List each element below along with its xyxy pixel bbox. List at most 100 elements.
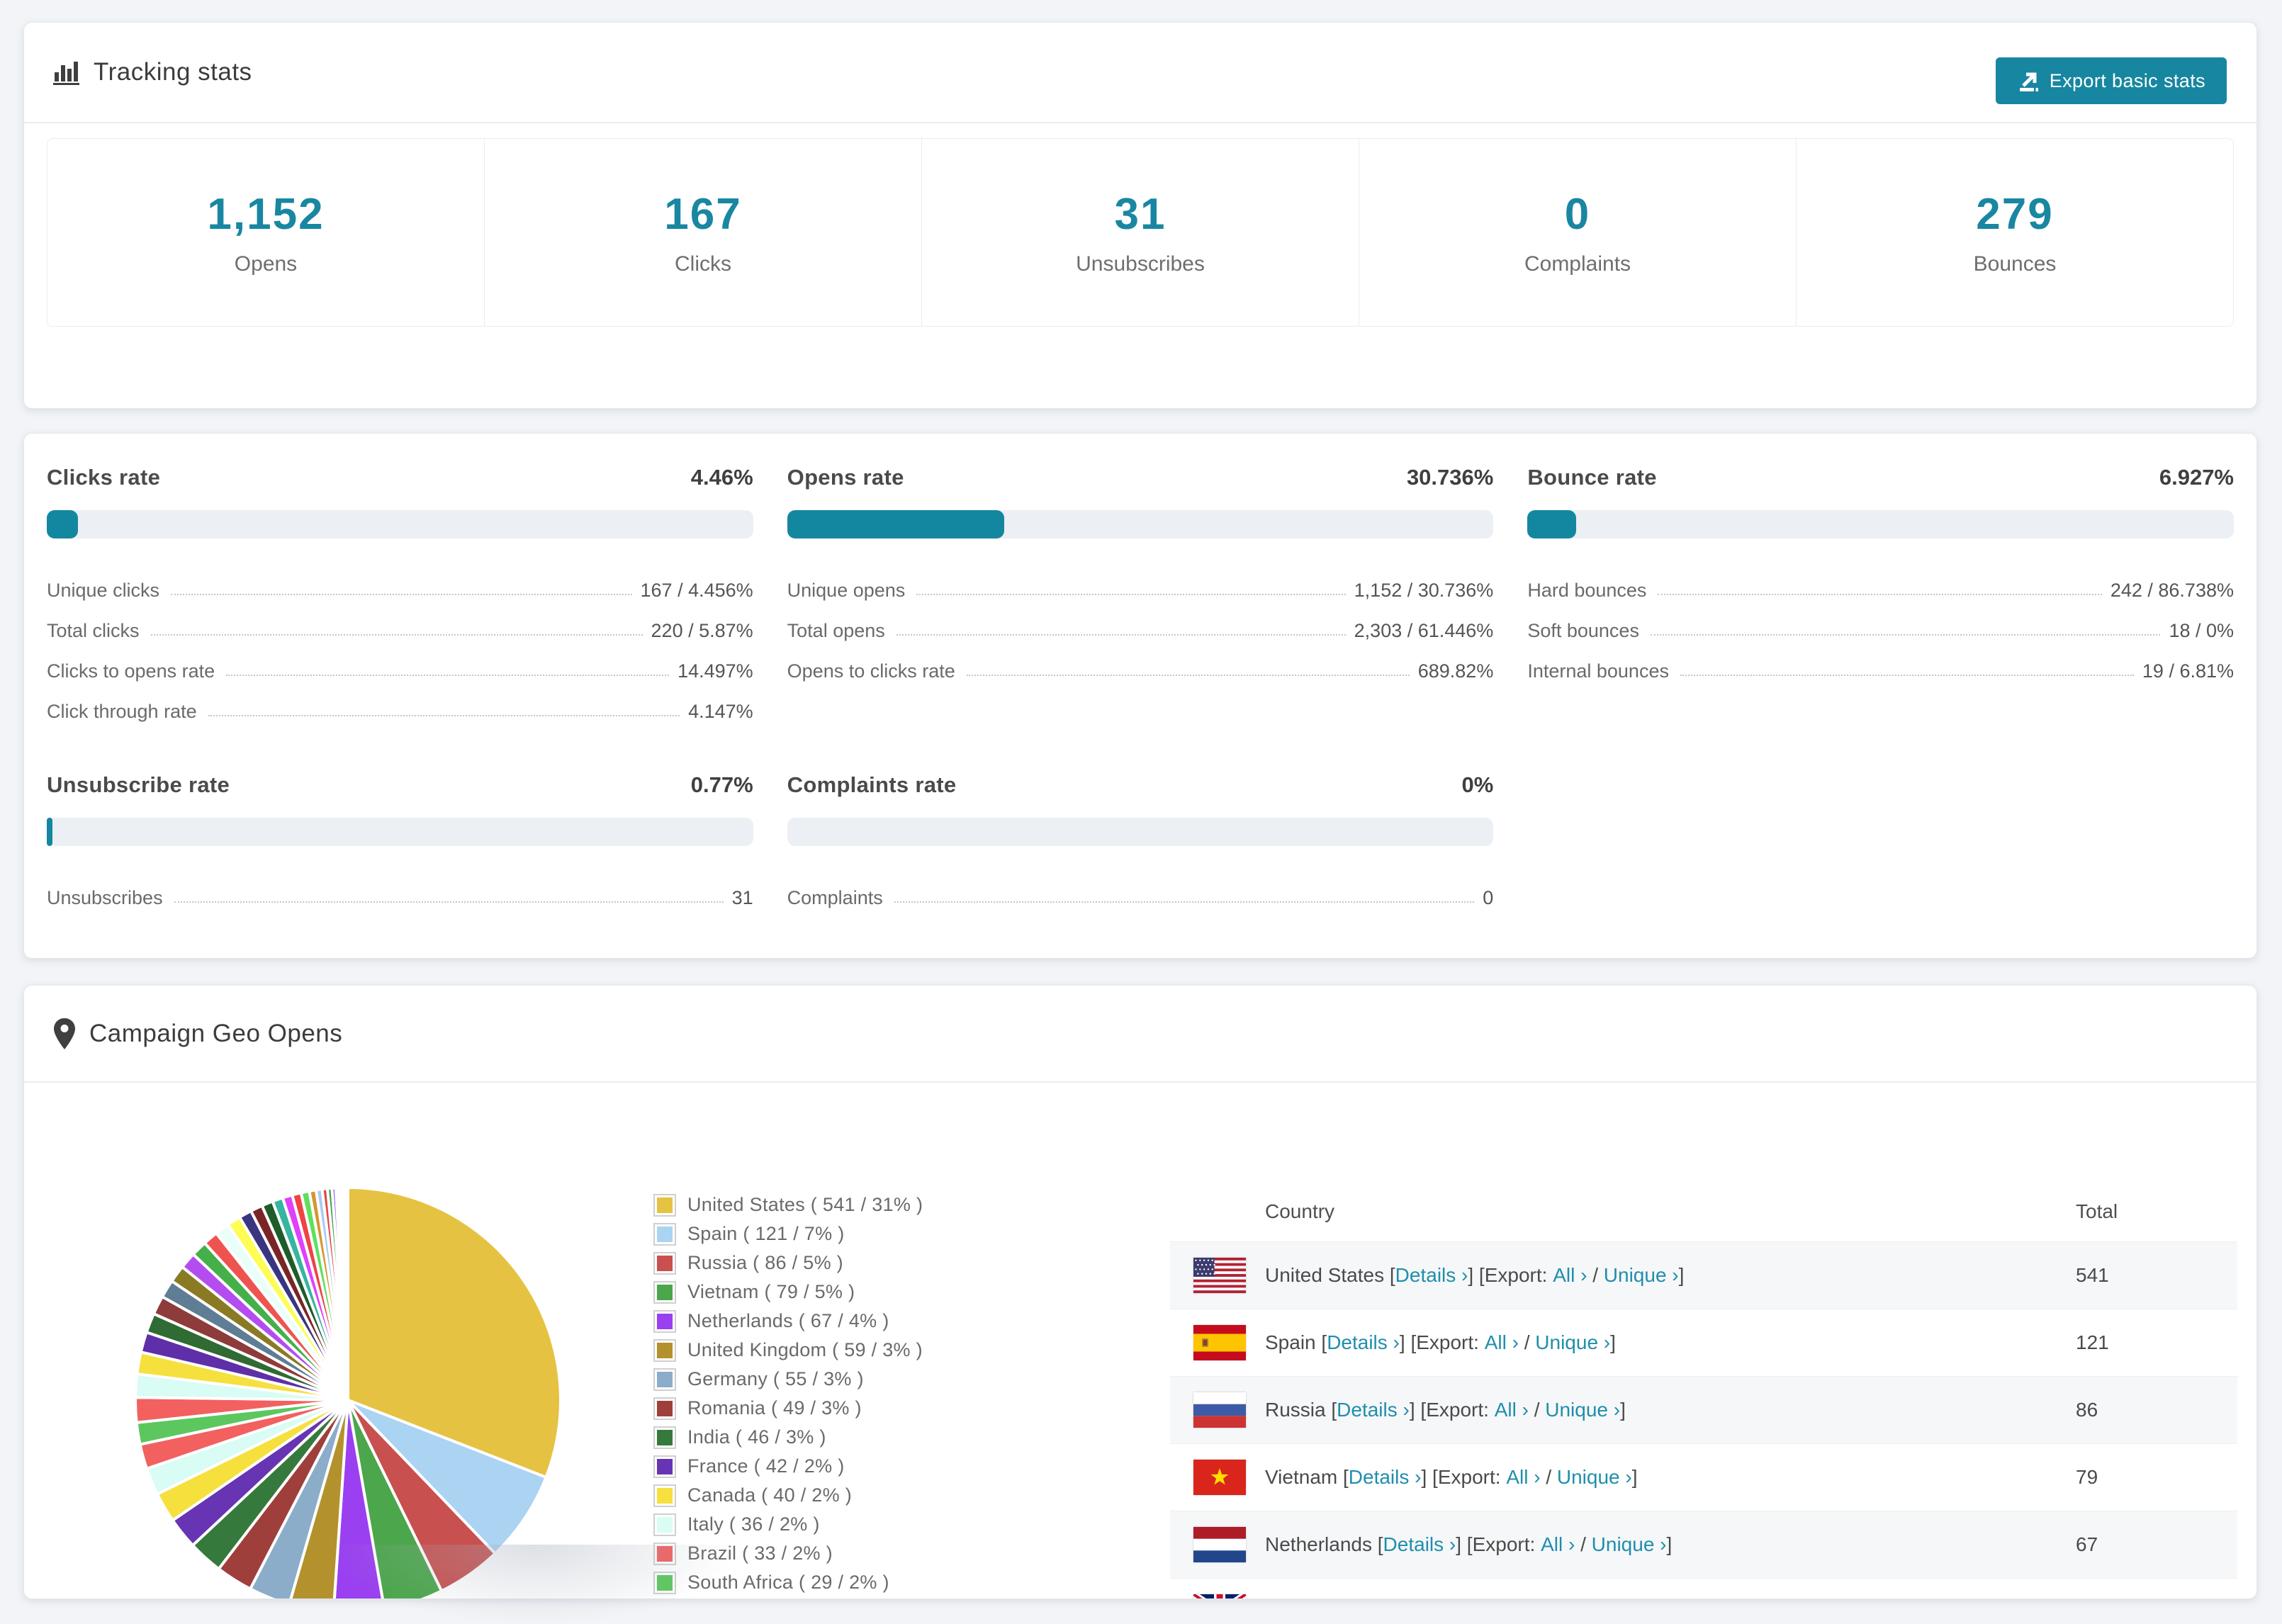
total-cell: 86 xyxy=(2076,1399,2098,1421)
legend-swatch xyxy=(653,1426,676,1449)
legend-item-italy: Italy ( 36 / 2% ) xyxy=(653,1510,923,1539)
country-cell: United States [Details ›] [Export: All ›… xyxy=(1193,1258,2076,1293)
geo-row-netherlands: Netherlands [Details ›] [Export: All › /… xyxy=(1170,1511,2237,1578)
slash-text: / xyxy=(1540,1466,1557,1488)
stat-value-clicks: 167 xyxy=(664,189,742,239)
legend-swatch-color xyxy=(657,1197,673,1213)
dotted-leader xyxy=(171,594,632,595)
pie-slice-vietnam[interactable] xyxy=(347,1399,444,1599)
export-unique-link[interactable]: Unique › xyxy=(1535,1331,1611,1353)
progress-track xyxy=(1527,510,2234,538)
progress-fill xyxy=(47,510,79,538)
detail-label: Unsubscribes xyxy=(47,887,163,908)
details-link[interactable]: Details › xyxy=(1383,1533,1456,1555)
stat-label-bounces: Bounces xyxy=(1973,252,2057,276)
total-cell: 67 xyxy=(2076,1533,2098,1555)
tracking-stats-card: Tracking stats Export basic stats 1,152 O… xyxy=(23,22,2257,409)
legend-label: India ( 46 / 3% ) xyxy=(687,1426,826,1448)
country-name: Netherlands xyxy=(1265,1533,1372,1555)
country-cell: Vietnam [Details ›] [Export: All › / Uni… xyxy=(1193,1460,2076,1495)
bar-chart-icon xyxy=(52,58,81,86)
slash-text: / xyxy=(1518,1331,1536,1353)
legend-label: France ( 42 / 2% ) xyxy=(687,1455,845,1477)
legend-swatch-color xyxy=(657,1400,673,1416)
detail-value: 220 / 5.87% xyxy=(651,620,753,641)
detail-label: Opens to clicks rate xyxy=(787,660,955,682)
export-prefix-text: ] [Export: xyxy=(1409,1399,1495,1421)
country-cell: Spain [Details ›] [Export: All › / Uniqu… xyxy=(1193,1325,2076,1360)
stat-box-clicks: 167 Clicks xyxy=(484,138,922,327)
export-all-link[interactable]: All › xyxy=(1506,1466,1541,1488)
detail-label: Unique opens xyxy=(787,580,906,601)
legend-swatch xyxy=(653,1513,676,1536)
pie-slice-spain[interactable] xyxy=(347,1399,548,1555)
legend-label: Vietnam ( 79 / 5% ) xyxy=(687,1281,855,1302)
detail-label: Internal bounces xyxy=(1527,660,1669,682)
detail-row-click-through-rate: Click through rate 4.147% xyxy=(47,682,753,723)
stat-value-opens: 1,152 xyxy=(207,189,325,239)
dotted-leader xyxy=(174,901,724,903)
stat-box-unsubscribes: 31 Unsubscribes xyxy=(921,138,1359,327)
export-all-link[interactable]: All › xyxy=(1494,1399,1529,1421)
legend-swatch xyxy=(653,1571,676,1594)
export-unique-link[interactable]: Unique › xyxy=(1556,1466,1632,1488)
details-link[interactable]: Details › xyxy=(1337,1399,1410,1421)
export-basic-stats-button[interactable]: Export basic stats xyxy=(1995,57,2227,104)
rate-panel-header: Bounce rate 6.927% xyxy=(1527,465,2234,490)
export-all-link[interactable]: All › xyxy=(1484,1331,1519,1353)
rate-detail-rows: Unique clicks 167 / 4.456% Total clicks 220… xyxy=(47,561,753,723)
geo-pie-chart xyxy=(121,1173,575,1599)
export-all-link[interactable]: All › xyxy=(1553,1264,1587,1286)
country-name: Spain xyxy=(1265,1331,1316,1353)
detail-label: Clicks to opens rate xyxy=(47,660,215,682)
details-link[interactable]: Details › xyxy=(1348,1466,1422,1488)
legend-label: United Kingdom ( 59 / 3% ) xyxy=(687,1339,923,1360)
total-column-header: Total xyxy=(2076,1200,2118,1222)
export-unique-link[interactable]: Unique › xyxy=(1545,1399,1621,1421)
legend-label: Canada ( 40 / 2% ) xyxy=(687,1484,853,1506)
legend-swatch xyxy=(653,1309,676,1333)
export-all-link[interactable]: All › xyxy=(1541,1533,1575,1555)
bracket-text: [ xyxy=(1315,1331,1327,1353)
detail-value: 1,152 / 30.736% xyxy=(1354,580,1494,601)
bracket-text: ] xyxy=(1620,1399,1626,1421)
detail-row-opens-to-clicks-rate: Opens to clicks rate 689.82% xyxy=(787,642,1494,682)
export-unique-link[interactable]: Unique › xyxy=(1591,1533,1667,1555)
pie-slice-united-states[interactable] xyxy=(347,1186,562,1479)
detail-label: Click through rate xyxy=(47,701,197,722)
campaign-geo-opens-card: Campaign Geo Opens United States ( 541 /… xyxy=(23,985,2257,1599)
country-column-header: Country xyxy=(1265,1200,1335,1222)
details-link[interactable]: Details › xyxy=(1327,1331,1400,1353)
legend-swatch xyxy=(653,1455,676,1478)
bracket-text: [ xyxy=(1371,1533,1383,1555)
pie-slice-other-34[interactable] xyxy=(345,1185,349,1402)
pie-slice-netherlands[interactable] xyxy=(332,1399,385,1599)
dotted-leader xyxy=(150,634,643,636)
bracket-text: ] xyxy=(1666,1533,1673,1555)
legend-item-netherlands: Netherlands ( 67 / 4% ) xyxy=(653,1307,923,1336)
rate-value: 0.77% xyxy=(690,772,753,797)
country-name: United States xyxy=(1265,1264,1385,1286)
stat-label-opens: Opens xyxy=(234,252,298,276)
geo-row-united-states: United States [Details ›] [Export: All ›… xyxy=(1170,1241,2237,1309)
tracking-stats-header: Tracking stats Export basic stats xyxy=(24,23,2256,123)
country-cell: United Kingdom [Details ›] [Export: All … xyxy=(1193,1594,2076,1598)
rate-panel-header: Opens rate 30.736% xyxy=(787,465,1494,490)
legend-swatch-color xyxy=(657,1429,673,1445)
legend-item-india: India ( 46 / 3% ) xyxy=(653,1423,923,1452)
legend-item-russia: Russia ( 86 / 5% ) xyxy=(653,1248,923,1278)
detail-label: Total opens xyxy=(787,620,885,641)
legend-item-united-states: United States ( 541 / 31% ) xyxy=(653,1190,923,1219)
rate-panel-header: Clicks rate 4.46% xyxy=(47,465,753,490)
legend-label: South Africa ( 29 / 2% ) xyxy=(687,1572,889,1593)
dotted-leader xyxy=(896,634,1346,636)
export-unique-link[interactable]: Unique › xyxy=(1603,1264,1679,1286)
export-prefix-text: ] [Export: xyxy=(1399,1331,1485,1353)
geo-body: United States ( 541 / 31% ) Spain ( 121 /… xyxy=(24,1083,2256,1598)
detail-row-internal-bounces: Internal bounces 19 / 6.81% xyxy=(1527,642,2234,682)
dotted-leader xyxy=(894,901,1475,903)
details-link[interactable]: Details › xyxy=(1395,1264,1468,1286)
rate-title: Opens rate xyxy=(787,465,904,490)
legend-label: Spain ( 121 / 7% ) xyxy=(687,1223,845,1244)
